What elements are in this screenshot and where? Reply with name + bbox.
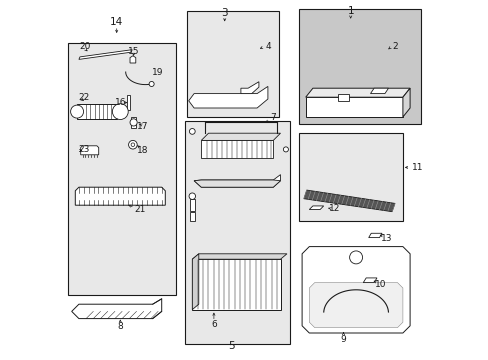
Circle shape: [128, 140, 137, 149]
Polygon shape: [201, 140, 273, 158]
Polygon shape: [402, 88, 409, 117]
Text: 20: 20: [79, 42, 90, 51]
Text: 12: 12: [328, 204, 340, 213]
Bar: [298, 133, 402, 221]
Text: 15: 15: [127, 47, 139, 56]
Text: 10: 10: [374, 280, 386, 289]
Circle shape: [189, 129, 195, 134]
Circle shape: [131, 143, 134, 147]
Polygon shape: [337, 94, 348, 101]
Polygon shape: [194, 175, 280, 187]
Text: 22: 22: [78, 93, 89, 102]
Polygon shape: [72, 299, 162, 319]
Circle shape: [112, 104, 128, 120]
Text: 11: 11: [411, 163, 423, 172]
Bar: [190, 212, 194, 221]
Circle shape: [349, 251, 362, 264]
Polygon shape: [370, 88, 387, 94]
Circle shape: [130, 119, 137, 126]
Polygon shape: [368, 233, 381, 238]
Text: 3: 3: [221, 8, 227, 18]
Polygon shape: [305, 97, 402, 117]
Text: 14: 14: [110, 17, 123, 27]
Text: 6: 6: [211, 320, 216, 329]
Bar: [131, 117, 136, 128]
Polygon shape: [79, 50, 132, 59]
Circle shape: [189, 193, 195, 199]
Polygon shape: [303, 190, 394, 212]
Polygon shape: [75, 187, 165, 205]
Text: 2: 2: [391, 42, 397, 51]
Text: 7: 7: [270, 112, 276, 122]
Bar: [185, 121, 289, 344]
Polygon shape: [192, 254, 286, 259]
Text: 4: 4: [264, 42, 270, 51]
Text: 5: 5: [228, 341, 235, 351]
Circle shape: [283, 147, 288, 152]
Text: 21: 21: [134, 205, 145, 214]
Polygon shape: [302, 247, 409, 333]
Text: 19: 19: [151, 68, 163, 77]
Text: 1: 1: [346, 6, 353, 16]
Circle shape: [149, 81, 154, 86]
Bar: [127, 95, 129, 110]
Bar: [68, 43, 176, 295]
Polygon shape: [194, 180, 280, 187]
Polygon shape: [188, 86, 267, 108]
Polygon shape: [201, 133, 280, 140]
Text: 13: 13: [380, 234, 392, 243]
Bar: [186, 11, 278, 117]
Polygon shape: [309, 283, 402, 328]
Polygon shape: [81, 146, 99, 155]
Text: 18: 18: [137, 146, 148, 155]
Text: 16: 16: [114, 98, 126, 107]
Polygon shape: [363, 278, 376, 283]
Text: 23: 23: [78, 145, 89, 154]
Polygon shape: [305, 88, 409, 97]
Text: 17: 17: [137, 122, 148, 131]
Text: 9: 9: [340, 335, 346, 343]
Polygon shape: [192, 259, 280, 310]
Text: 8: 8: [117, 323, 123, 331]
Circle shape: [70, 105, 83, 118]
Polygon shape: [192, 254, 199, 310]
Bar: [298, 9, 420, 124]
Polygon shape: [130, 56, 136, 63]
Bar: [190, 199, 194, 211]
Polygon shape: [309, 206, 323, 210]
Polygon shape: [77, 104, 117, 119]
Polygon shape: [241, 82, 258, 94]
